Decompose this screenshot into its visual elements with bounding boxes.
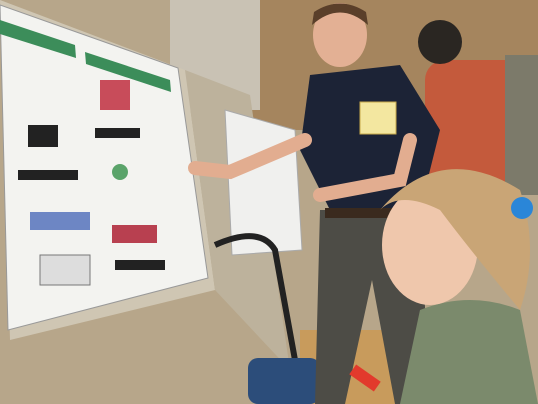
man-arm (188, 133, 312, 180)
man-face (313, 3, 367, 67)
man-hair (312, 3, 368, 25)
poster-figure (112, 225, 157, 243)
poster-figure (30, 212, 90, 230)
person-far-right (505, 55, 538, 195)
backpack (248, 358, 320, 404)
poster-figure (28, 125, 58, 147)
hair-clip (511, 197, 533, 219)
poster-figure (112, 164, 128, 180)
poster-figure (100, 80, 130, 110)
poster-header (85, 52, 171, 92)
toy (349, 364, 381, 392)
poster-figure (115, 260, 165, 270)
name-tag (359, 101, 397, 135)
girl-dress (400, 300, 538, 404)
man-arm (313, 133, 417, 202)
poster-figure (18, 170, 78, 180)
poster-header (0, 20, 76, 58)
girl-hair (380, 169, 530, 310)
person-head (418, 20, 462, 64)
belt (325, 208, 420, 218)
poster-figure (39, 254, 91, 286)
poster-2 (224, 109, 303, 256)
stand (213, 233, 298, 361)
poster-figure (95, 128, 140, 138)
